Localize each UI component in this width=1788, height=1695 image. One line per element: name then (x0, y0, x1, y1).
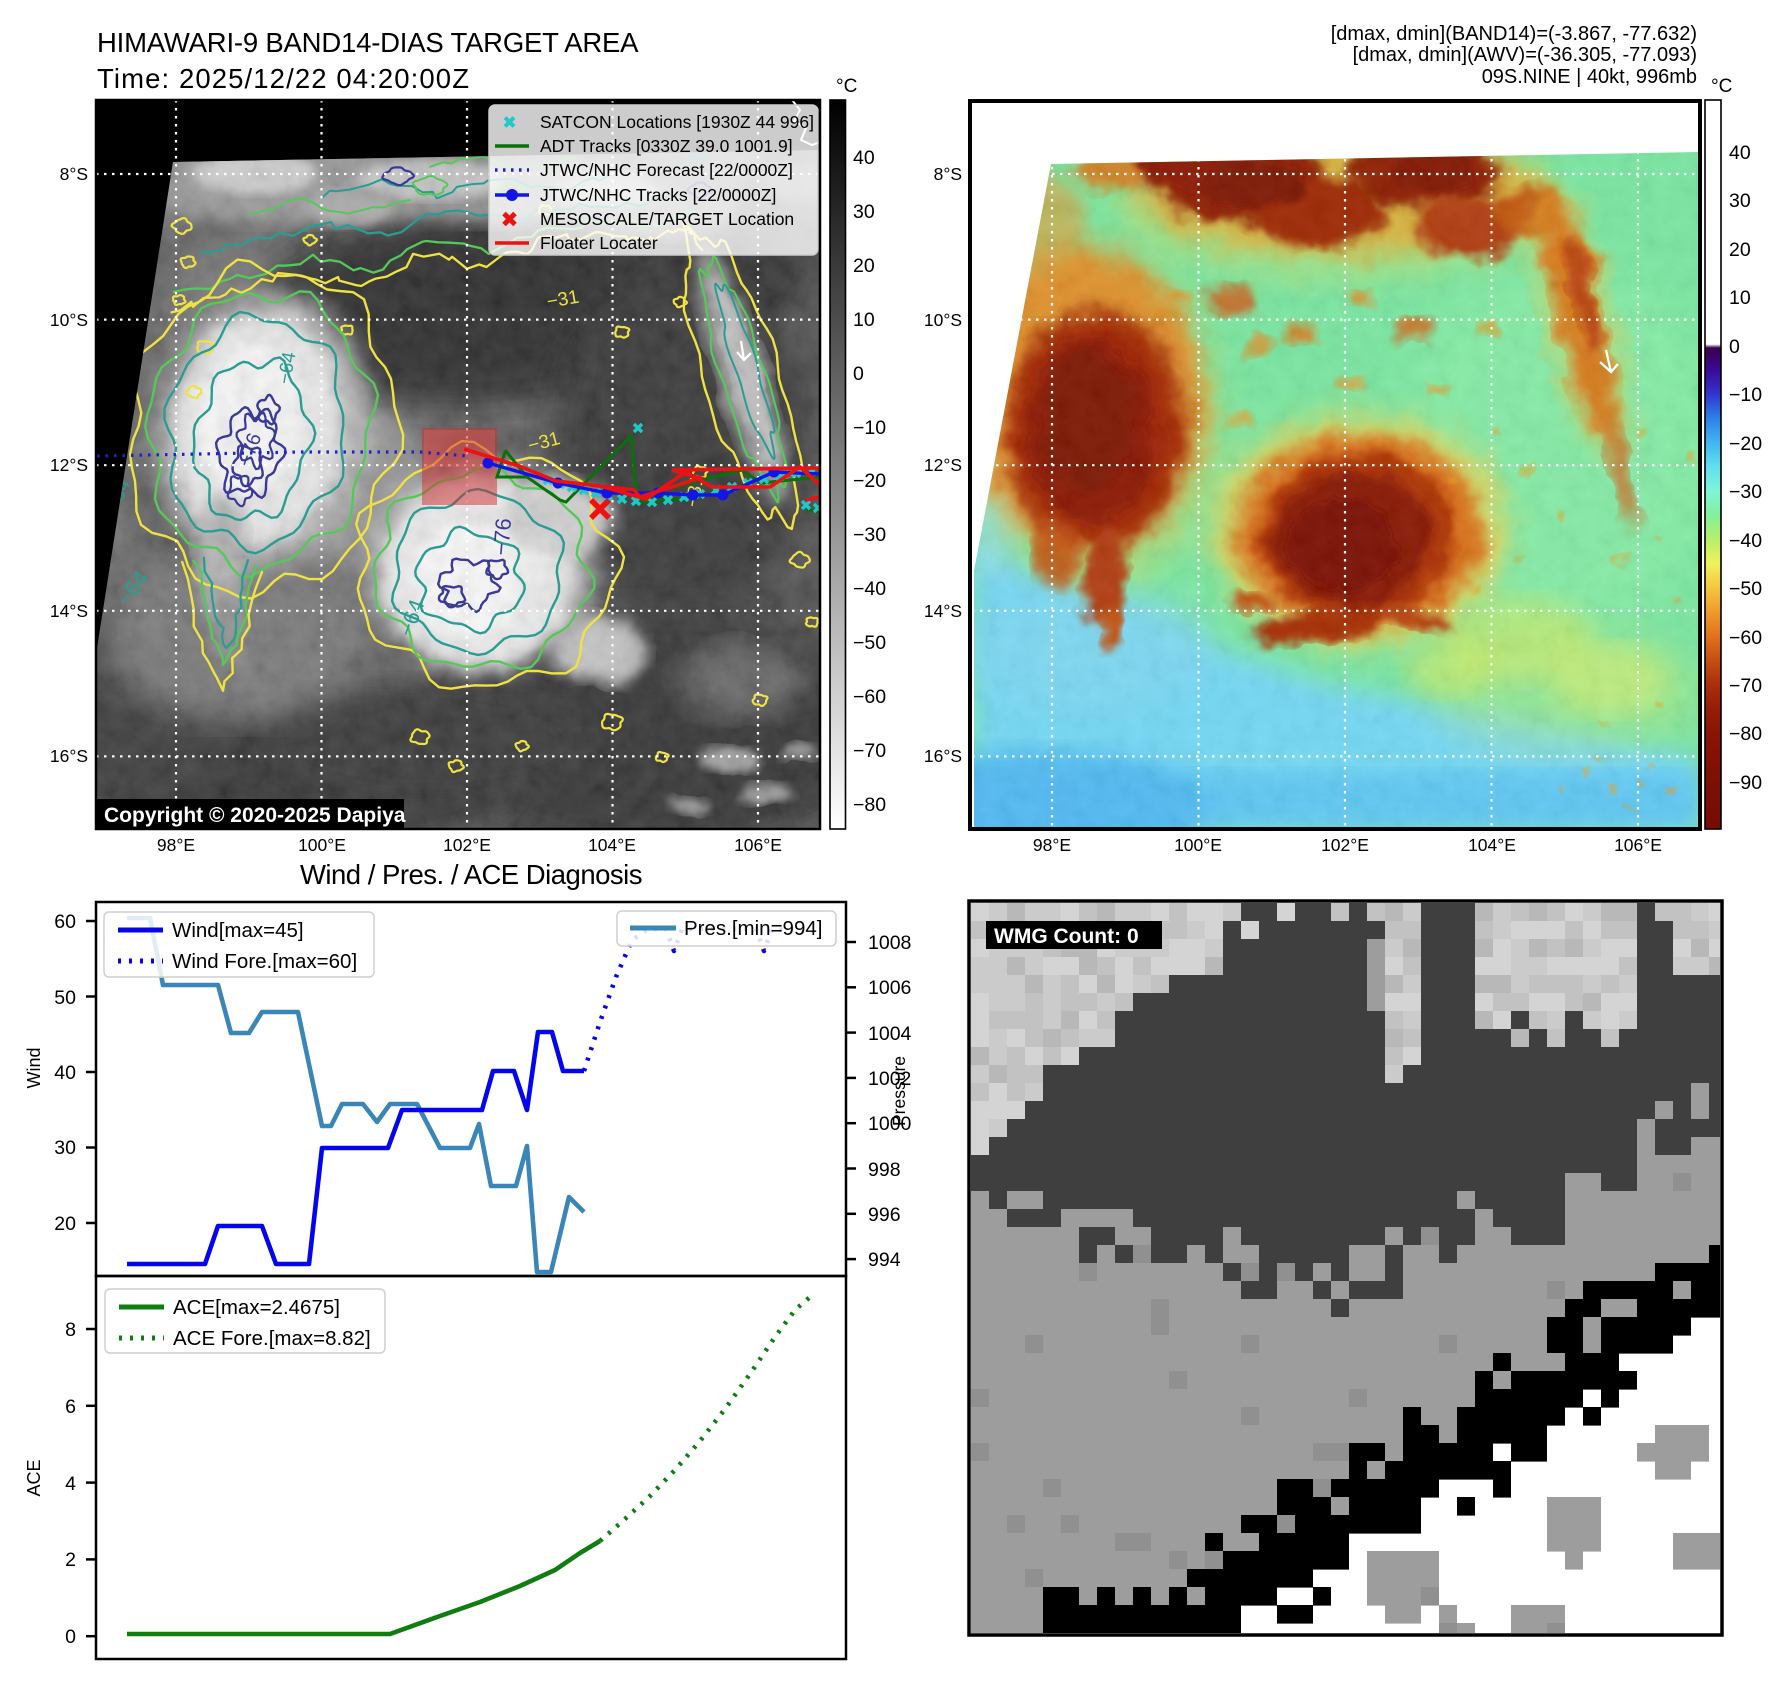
svg-text:8°S: 8°S (60, 164, 88, 184)
svg-text:−50: −50 (1729, 578, 1762, 600)
svg-text:JTWC/NHC Forecast [22/0000Z]: JTWC/NHC Forecast [22/0000Z] (540, 160, 793, 180)
svg-text:10°S: 10°S (924, 310, 962, 330)
svg-text:−70: −70 (1729, 675, 1762, 697)
svg-text:Pressure: Pressure (889, 1056, 909, 1126)
svg-text:−60: −60 (1729, 627, 1762, 649)
svg-text:Copyright © 2020-2025 Dapiya: Copyright © 2020-2025 Dapiya (104, 804, 406, 827)
svg-text:30: 30 (1729, 190, 1751, 212)
svg-text:ACE: ACE (24, 1459, 44, 1496)
svg-text:40: 40 (853, 147, 875, 169)
svg-text:0: 0 (65, 1626, 76, 1648)
svg-text:°C: °C (836, 76, 857, 97)
svg-text:0: 0 (853, 363, 864, 385)
svg-text:−90: −90 (1729, 772, 1762, 794)
svg-text:Wind Fore.[max=60]: Wind Fore.[max=60] (172, 950, 357, 973)
svg-text:2: 2 (65, 1549, 76, 1571)
svg-text:14°S: 14°S (50, 601, 88, 621)
svg-text:HIMAWARI-9 BAND14-DIAS TARGET: HIMAWARI-9 BAND14-DIAS TARGET AREA (97, 27, 639, 58)
svg-text:1008: 1008 (868, 932, 911, 954)
svg-text:MESOSCALE/TARGET Location: MESOSCALE/TARGET Location (540, 209, 794, 229)
svg-text:ADT Tracks [0330Z 39.0 1001.9]: ADT Tracks [0330Z 39.0 1001.9] (540, 136, 793, 156)
svg-text:Time: 2025/12/22 04:20:00Z: Time: 2025/12/22 04:20:00Z (97, 63, 470, 94)
svg-text:Wind / Pres. / ACE Diagnosis: Wind / Pres. / ACE Diagnosis (300, 859, 642, 890)
svg-text:16°S: 16°S (924, 746, 962, 766)
svg-text:104°E: 104°E (588, 835, 636, 855)
svg-text:WMG Count: 0: WMG Count: 0 (994, 925, 1139, 948)
svg-text:−10: −10 (1729, 384, 1762, 406)
svg-text:994: 994 (868, 1249, 901, 1271)
svg-text:30: 30 (54, 1137, 76, 1159)
svg-text:−30: −30 (853, 524, 886, 546)
svg-text:12°S: 12°S (50, 455, 88, 475)
svg-text:10: 10 (853, 309, 875, 331)
svg-text:−60: −60 (853, 686, 886, 708)
svg-text:−40: −40 (1729, 530, 1762, 552)
svg-text:10°S: 10°S (50, 310, 88, 330)
svg-text:102°E: 102°E (1321, 835, 1369, 855)
svg-text:°C: °C (1711, 76, 1732, 97)
svg-text:−30: −30 (1729, 481, 1762, 503)
svg-text:996: 996 (868, 1204, 901, 1226)
svg-text:106°E: 106°E (734, 835, 782, 855)
svg-text:6: 6 (65, 1396, 76, 1418)
svg-text:20: 20 (1729, 239, 1751, 261)
svg-text:−10: −10 (853, 417, 886, 439)
svg-text:−80: −80 (1729, 723, 1762, 745)
svg-text:09S.NINE | 40kt, 996mb: 09S.NINE | 40kt, 996mb (1482, 66, 1697, 88)
svg-text:−20: −20 (853, 470, 886, 492)
svg-text:−40: −40 (853, 578, 886, 600)
svg-text:998: 998 (868, 1159, 901, 1181)
svg-text:1004: 1004 (868, 1023, 912, 1045)
svg-text:100°E: 100°E (1174, 835, 1222, 855)
svg-text:SATCON Locations [1930Z 44 996: SATCON Locations [1930Z 44 996] (540, 112, 814, 132)
svg-text:Floater Locater: Floater Locater (540, 233, 658, 253)
svg-text:16°S: 16°S (50, 746, 88, 766)
svg-text:1006: 1006 (868, 977, 911, 999)
svg-text:−76: −76 (488, 517, 516, 556)
svg-text:JTWC/NHC Tracks [22/0000Z]: JTWC/NHC Tracks [22/0000Z] (540, 185, 776, 205)
svg-text:ACE[max=2.4675]: ACE[max=2.4675] (173, 1296, 340, 1319)
svg-text:40: 40 (54, 1062, 76, 1084)
svg-text:[dmax, dmin](AWV)=(-36.305, -7: [dmax, dmin](AWV)=(-36.305, -77.093) (1353, 44, 1697, 66)
svg-text:50: 50 (54, 987, 76, 1009)
svg-text:4: 4 (65, 1473, 76, 1495)
svg-text:−80: −80 (853, 794, 886, 816)
svg-text:10: 10 (1729, 287, 1751, 309)
svg-text:8: 8 (65, 1319, 76, 1341)
svg-text:102°E: 102°E (443, 835, 491, 855)
svg-text:8°S: 8°S (934, 164, 962, 184)
svg-text:Wind: Wind (24, 1047, 44, 1088)
svg-text:40: 40 (1729, 142, 1751, 164)
svg-text:30: 30 (853, 201, 875, 223)
svg-text:98°E: 98°E (1033, 835, 1071, 855)
svg-text:1000: 1000 (868, 1113, 912, 1135)
svg-text:106°E: 106°E (1614, 835, 1662, 855)
svg-text:14°S: 14°S (924, 601, 962, 621)
svg-text:1002: 1002 (868, 1068, 911, 1090)
svg-text:12°S: 12°S (924, 455, 962, 475)
svg-text:−50: −50 (853, 632, 886, 654)
svg-text:ACE Fore.[max=8.82]: ACE Fore.[max=8.82] (173, 1327, 371, 1350)
svg-text:20: 20 (54, 1213, 76, 1235)
svg-text:0: 0 (1729, 336, 1740, 358)
svg-text:Wind[max=45]: Wind[max=45] (172, 919, 304, 942)
svg-text:60: 60 (54, 911, 76, 933)
svg-text:[dmax, dmin](BAND14)=(-3.867,: [dmax, dmin](BAND14)=(-3.867, -77.632) (1331, 23, 1697, 45)
svg-text:−70: −70 (853, 740, 886, 762)
svg-text:100°E: 100°E (298, 835, 346, 855)
svg-text:98°E: 98°E (157, 835, 195, 855)
svg-text:Pres.[min=994]: Pres.[min=994] (684, 917, 822, 940)
svg-text:−20: −20 (1729, 433, 1762, 455)
svg-text:104°E: 104°E (1468, 835, 1516, 855)
svg-text:20: 20 (853, 255, 875, 277)
